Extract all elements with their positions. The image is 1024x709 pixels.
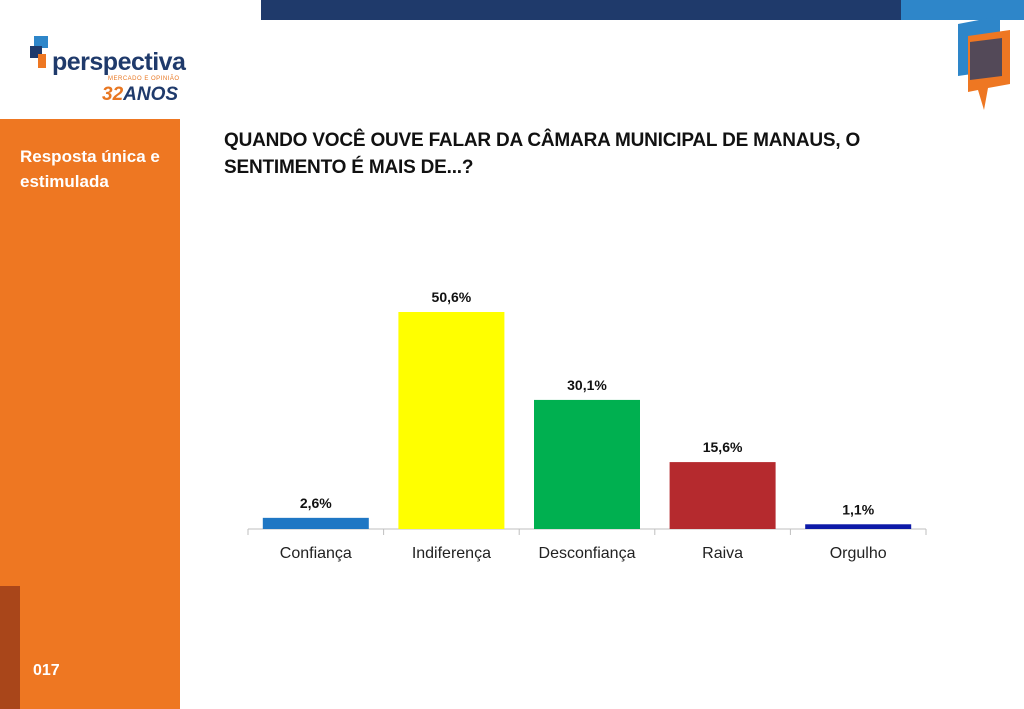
value-label-confiança: 2,6% [300, 495, 332, 511]
value-label-indiferença: 50,6% [432, 289, 472, 305]
bar-desconfiança [534, 399, 640, 529]
question-title: QUANDO VOCÊ OUVE FALAR DA CÂMARA MUNICIP… [224, 130, 861, 178]
top-bar-navy [261, 0, 901, 20]
top-bar-blue [901, 0, 1024, 20]
value-label-desconfiança: 30,1% [567, 377, 607, 393]
value-label-orgulho: 1,1% [842, 501, 874, 517]
response-type-label: Resposta única e estimulada [20, 147, 160, 191]
category-label-raiva: Raiva [702, 545, 743, 562]
brand-tagline: MERCADO E OPINIÃO [108, 76, 180, 82]
anniversary-badge: 32ANOS [102, 84, 178, 106]
anniversary-text: ANOS [123, 84, 179, 105]
bar-confiança [262, 517, 369, 529]
bar-orgulho [805, 524, 912, 529]
anniversary-number: 32 [102, 84, 124, 105]
brand-name: perspectiva [52, 48, 186, 76]
bar-chart: 2,6% Confiança 50,6% Indiferença 30,1% Descon… [247, 289, 927, 562]
value-label-raiva: 15,6% [703, 439, 743, 455]
side-accent [0, 586, 20, 709]
brand-logo: perspectiva MERCADO E OPINIÃO 32ANOS [30, 32, 190, 112]
category-label-desconfiança: Desconfiança [539, 545, 636, 562]
page-number: 017 [33, 662, 60, 679]
bar-indiferença [398, 312, 505, 529]
category-label-confiança: Confiança [280, 545, 352, 562]
category-label-indiferença: Indiferença [412, 545, 491, 562]
speech-bubbles-icon [958, 16, 1010, 110]
bar-raiva [669, 462, 776, 529]
side-panel [0, 119, 180, 709]
logo-mark-icon [30, 36, 48, 68]
category-label-orgulho: Orgulho [830, 545, 887, 562]
